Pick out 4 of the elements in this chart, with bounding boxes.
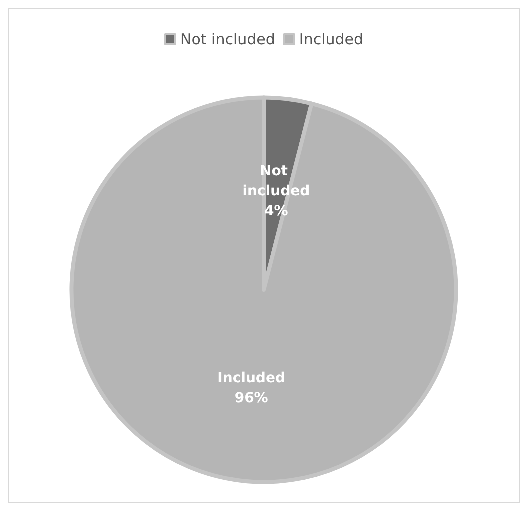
legend-label: Included: [299, 30, 364, 48]
legend-label: Not included: [180, 30, 276, 48]
slice-label: Included: [218, 370, 286, 386]
data-label: 96%: [234, 390, 268, 406]
